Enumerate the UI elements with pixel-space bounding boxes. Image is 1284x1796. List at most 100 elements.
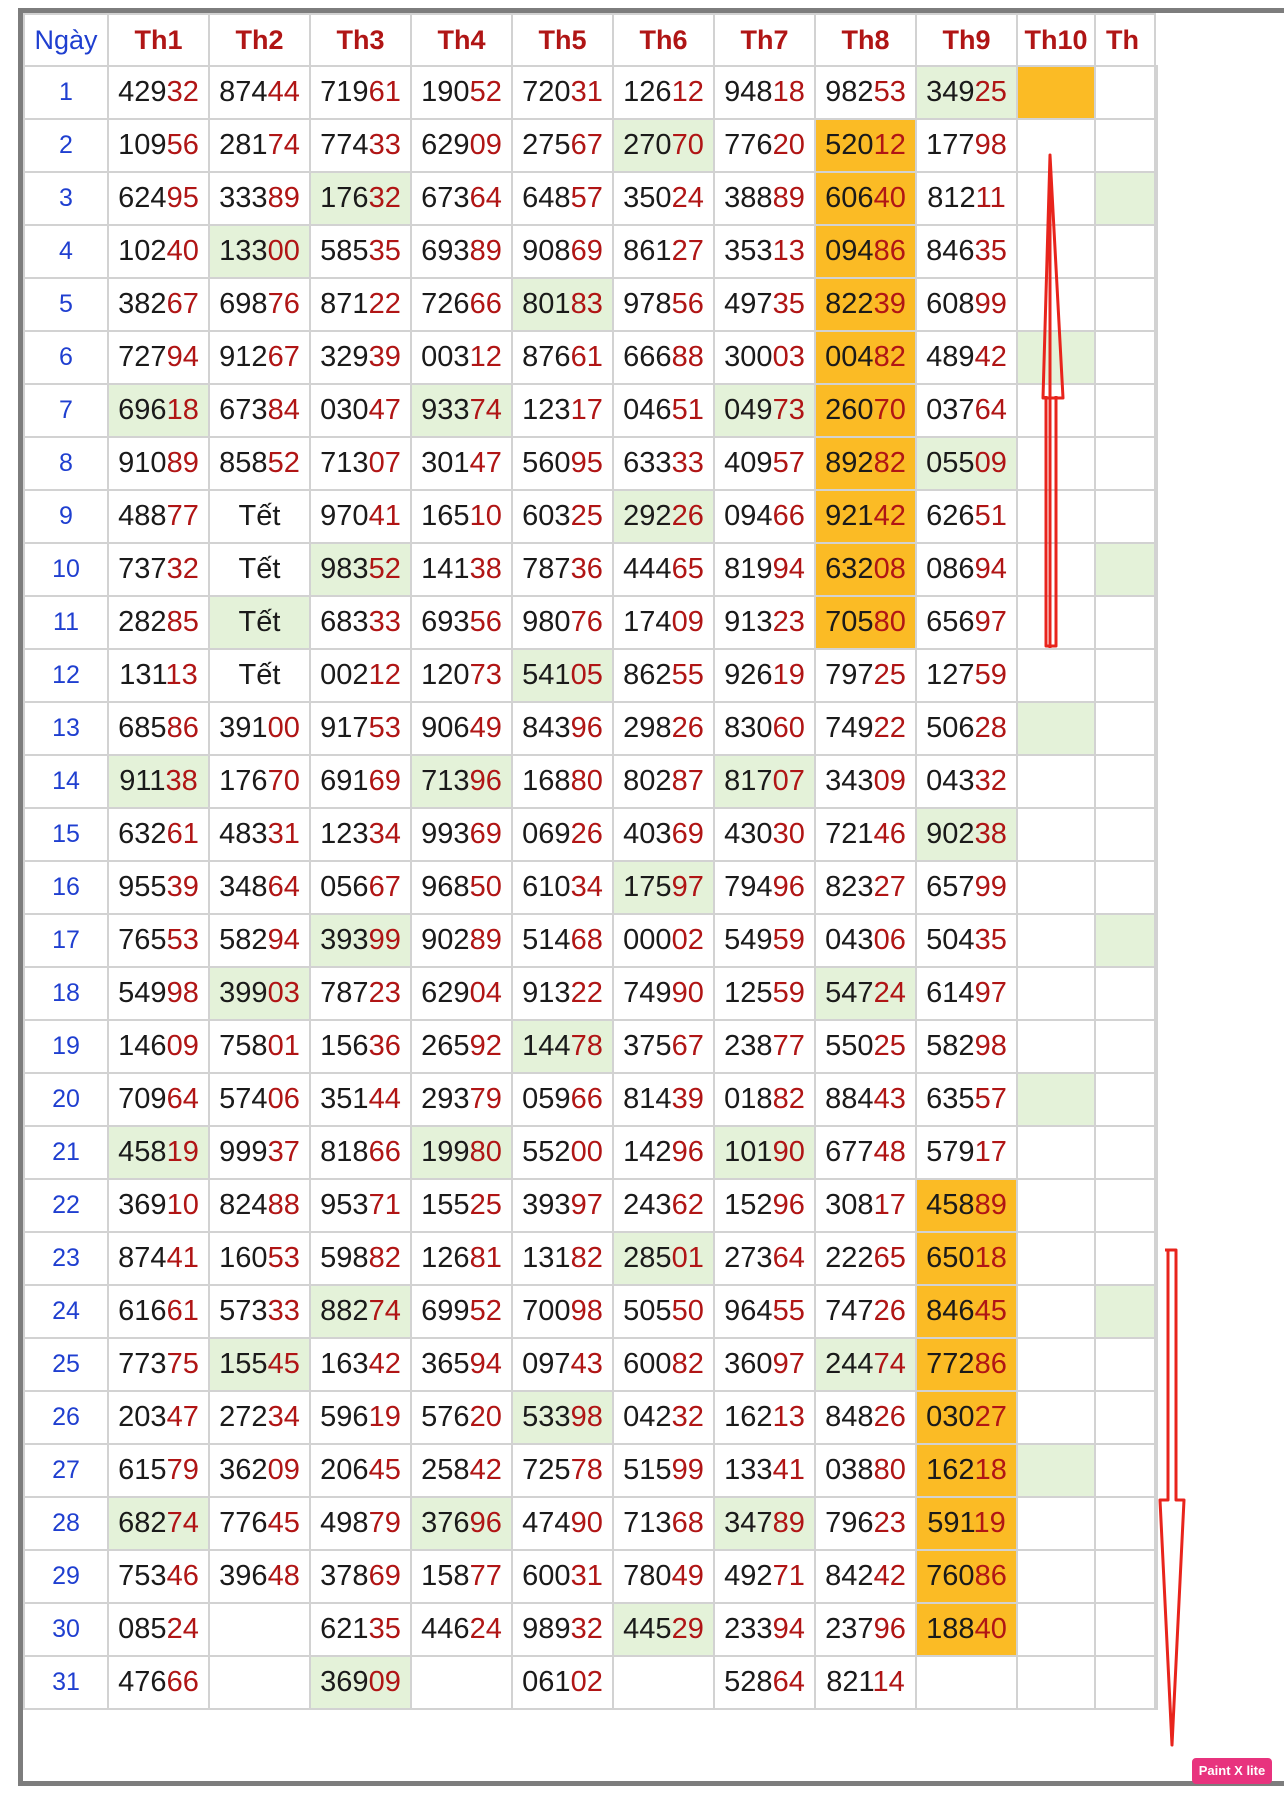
result-head-digits: 685 xyxy=(118,712,167,744)
result-tail-digits: 92 xyxy=(469,1030,502,1062)
result-tail-digits: 35 xyxy=(974,235,1007,267)
result-tail-digits: 09 xyxy=(469,129,502,161)
result-cell: 91138 xyxy=(107,754,210,809)
result-head-digits: 458 xyxy=(926,1189,975,1221)
month-header-1: Th1 xyxy=(107,13,210,67)
result-tail-digits: 67 xyxy=(368,871,401,903)
result-cell: 00002 xyxy=(612,913,715,968)
result-tail-digits: 82 xyxy=(772,1083,805,1115)
result-head-digits: 038 xyxy=(825,1454,874,1486)
result-head-digits: 913 xyxy=(724,606,773,638)
result-head-digits: 520 xyxy=(825,129,874,161)
result-tail-digits: 64 xyxy=(267,871,300,903)
result-head-digits: 585 xyxy=(320,235,369,267)
result-head-digits: 162 xyxy=(724,1401,773,1433)
result-tail-digits: 77 xyxy=(469,1560,502,1592)
result-tail-digits: 45 xyxy=(368,1454,401,1486)
result-head-digits: 018 xyxy=(724,1083,773,1115)
result-cell: 65697 xyxy=(915,595,1018,650)
result-tail-digits: 46 xyxy=(873,818,906,850)
result-tail-digits: 42 xyxy=(368,1348,401,1380)
table-row: 1 42932 87444 71961 19052 72031 12612 94818 9825… xyxy=(23,65,1158,120)
month-header-7: Th7 xyxy=(713,13,816,67)
result-tail-digits: 17 xyxy=(974,1136,1007,1168)
result-tail-digits: 32 xyxy=(166,76,199,108)
result-cell xyxy=(1094,1337,1156,1392)
result-cell: 13300 xyxy=(208,224,311,279)
result-tail-digits: 95 xyxy=(570,447,603,479)
result-tail-digits: 25 xyxy=(974,76,1007,108)
result-head-digits: 632 xyxy=(118,818,167,850)
result-head-digits: 375 xyxy=(623,1030,672,1062)
empty-cell xyxy=(1154,1072,1158,1127)
result-tail-digits: 99 xyxy=(974,288,1007,320)
result-tail-digits: 23 xyxy=(772,606,805,638)
result-cell: 16342 xyxy=(309,1337,412,1392)
result-head-digits: 399 xyxy=(219,977,268,1009)
result-tail-digits: 48 xyxy=(267,1560,300,1592)
empty-cell xyxy=(1154,595,1158,650)
result-head-digits: 616 xyxy=(118,1295,167,1327)
result-cell: 14138 xyxy=(410,542,513,597)
result-cell: 99369 xyxy=(410,807,513,862)
result-cell: 65799 xyxy=(915,860,1018,915)
result-cell: 04306 xyxy=(814,913,917,968)
result-tail-digits: 26 xyxy=(671,500,704,532)
result-tail-digits: 12 xyxy=(873,129,906,161)
result-tail-digits: 34 xyxy=(570,871,603,903)
result-head-digits: 814 xyxy=(623,1083,672,1115)
result-head-digits: 871 xyxy=(320,288,369,320)
table-row: 21 45819 99937 81866 19980 55200 14296 10190 677… xyxy=(23,1125,1158,1180)
result-tail-digits: 04 xyxy=(469,977,502,1009)
result-tail-digits: 18 xyxy=(166,394,199,426)
empty-cell xyxy=(1154,171,1158,226)
result-head-digits: 270 xyxy=(623,129,672,161)
result-tail-digits: 00 xyxy=(267,712,300,744)
result-tail-digits: 76 xyxy=(267,288,300,320)
result-cell: 30817 xyxy=(814,1178,917,1233)
result-cell xyxy=(1094,277,1156,332)
result-head-digits: 719 xyxy=(320,76,369,108)
result-head-digits: 003 xyxy=(421,341,470,373)
result-head-digits: 037 xyxy=(926,394,975,426)
result-head-digits: 056 xyxy=(320,871,369,903)
result-cell: 39397 xyxy=(511,1178,614,1233)
result-tail-digits: 82 xyxy=(873,341,906,373)
result-cell xyxy=(1094,1443,1156,1498)
result-tail-digits: 59 xyxy=(772,977,805,1009)
result-head-digits: 725 xyxy=(522,1454,571,1486)
result-cell: 04651 xyxy=(612,383,715,438)
result-head-digits: 615 xyxy=(118,1454,167,1486)
result-cell: 77286 xyxy=(915,1337,1018,1392)
result-cell: 59619 xyxy=(309,1390,412,1445)
result-cell: 79725 xyxy=(814,648,917,703)
lottery-table-frame: Ngày Th1 Th2 Th3 Th4 Th5 Th6 Th7 Th8 Th9… xyxy=(18,8,1284,1786)
result-cell: 91753 xyxy=(309,701,412,756)
result-cell: 57333 xyxy=(208,1284,311,1339)
result-head-digits: 677 xyxy=(825,1136,874,1168)
result-head-digits: 152 xyxy=(724,1189,773,1221)
result-tail-digits: 29 xyxy=(671,1613,704,1645)
result-cell: Tết xyxy=(208,489,311,544)
result-tail-digits: 98 xyxy=(570,1295,603,1327)
result-head-digits: 445 xyxy=(623,1613,672,1645)
result-cell: 90869 xyxy=(511,224,614,279)
result-tail-digits: 18 xyxy=(772,76,805,108)
result-head-digits: 608 xyxy=(926,288,975,320)
result-cell: 48877 xyxy=(107,489,210,544)
result-cell: 00312 xyxy=(410,330,513,385)
result-tail-digits: 42 xyxy=(873,1560,906,1592)
result-cell xyxy=(1016,1231,1096,1286)
result-tail-digits: 48 xyxy=(873,1136,906,1168)
result-head-digits: 126 xyxy=(623,76,672,108)
result-tail-digits: 74 xyxy=(267,129,300,161)
result-cell: 20645 xyxy=(309,1443,412,1498)
empty-cell xyxy=(1154,701,1158,756)
result-head-digits: 043 xyxy=(926,765,975,797)
result-cell xyxy=(1016,1284,1096,1339)
result-head-digits: 069 xyxy=(522,818,571,850)
result-tail-digits: 14 xyxy=(872,1666,905,1698)
result-head-digits: 391 xyxy=(219,712,268,744)
empty-cell xyxy=(1154,966,1158,1021)
result-cell: 04973 xyxy=(713,383,816,438)
